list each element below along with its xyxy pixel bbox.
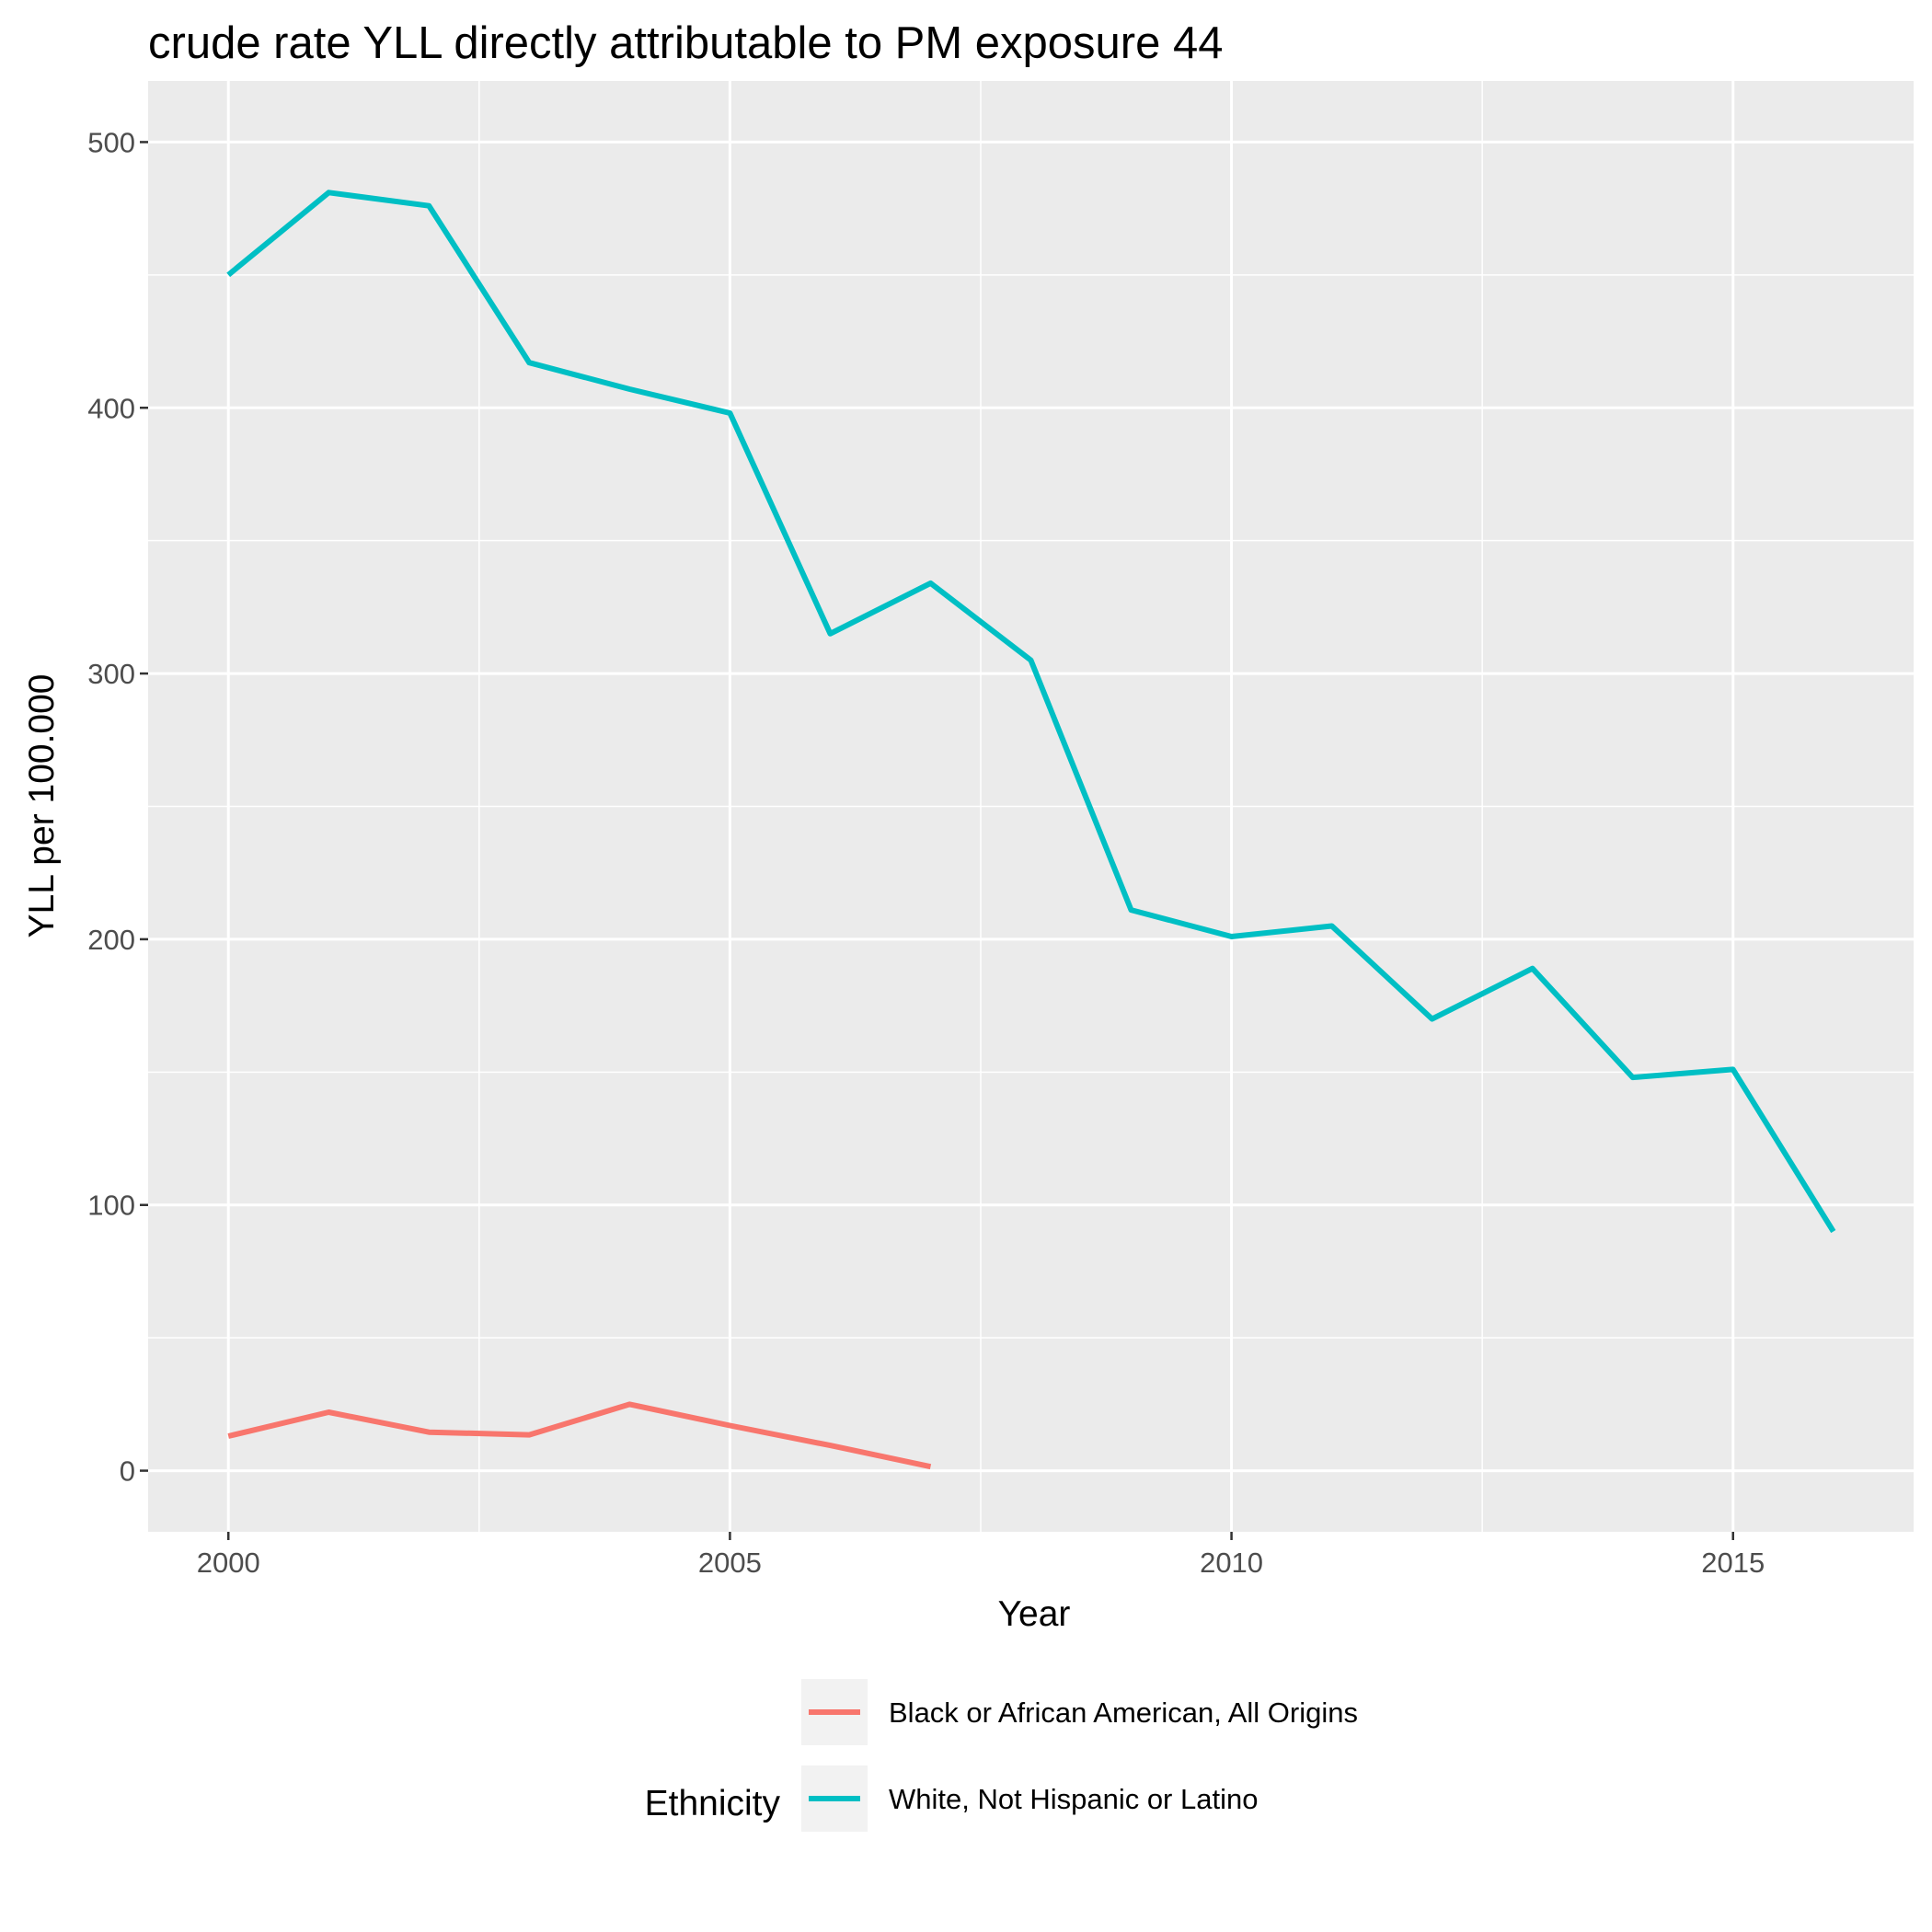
y-axis: 0 100 200 300 400 500 (87, 126, 148, 1488)
legend-items: Black or African American, All Origins Wh… (801, 1679, 1358, 1832)
grid-major (148, 81, 1914, 1532)
grid-minor (148, 81, 1914, 1532)
y-tick-label: 500 (87, 126, 135, 158)
y-tick-label: 0 (120, 1455, 135, 1488)
y-tick-label: 300 (87, 658, 135, 690)
y-tick-label: 200 (87, 924, 135, 956)
y-tick-label: 400 (87, 392, 135, 424)
x-tick-label: 2000 (197, 1547, 260, 1579)
y-axis-title: YLL per 100.000 (22, 674, 62, 938)
legend-title: Ethnicity (645, 1784, 781, 1823)
series-line-2 (226, 190, 1836, 1234)
series-line-1 (227, 1401, 932, 1470)
legend-label-1: Black or African American, All Origins (889, 1696, 1358, 1729)
legend: Ethnicity Black or African American, All… (645, 1679, 1358, 1832)
x-tick-label: 2010 (1200, 1547, 1263, 1579)
y-tick-label: 100 (87, 1190, 135, 1222)
series-layer (226, 190, 1836, 1470)
x-tick-label: 2015 (1701, 1547, 1765, 1579)
x-tick-label: 2005 (698, 1547, 762, 1579)
chart-title: crude rate YLL directly attributable to … (148, 18, 1224, 68)
x-axis-title: Year (998, 1594, 1071, 1634)
legend-label-2: White, Not Hispanic or Latino (889, 1783, 1258, 1815)
x-axis: 2000 2005 2010 2015 (197, 1532, 1765, 1579)
